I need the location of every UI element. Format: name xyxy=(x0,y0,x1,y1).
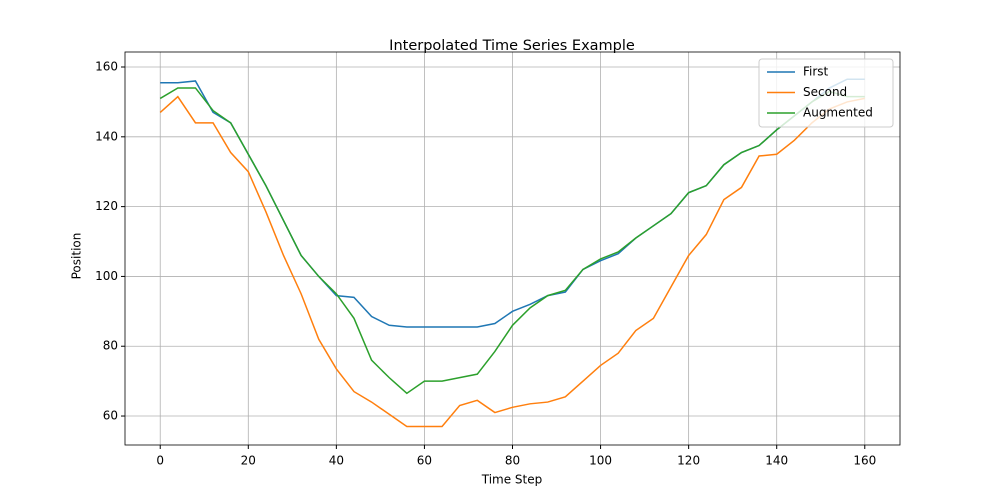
x-tick-label: 160 xyxy=(853,454,876,468)
x-axis-label: Time Step xyxy=(481,473,543,487)
series-line xyxy=(159,87,865,395)
series-line xyxy=(159,95,865,428)
legend-label: First xyxy=(803,65,829,79)
y-tick-label: 80 xyxy=(103,339,118,353)
x-tick-label: 120 xyxy=(677,454,700,468)
x-tick-label: 0 xyxy=(156,454,164,468)
x-tick-label: 100 xyxy=(589,454,612,468)
x-tick-label: 60 xyxy=(417,454,432,468)
x-tick-label: 40 xyxy=(329,454,344,468)
y-tick-label: 60 xyxy=(103,409,118,423)
chart-title: Interpolated Time Series Example xyxy=(389,38,635,54)
legend-box xyxy=(758,58,894,128)
legend-label: Second xyxy=(803,85,847,99)
y-tick-label: 120 xyxy=(95,199,118,213)
y-tick-label: 140 xyxy=(95,129,118,143)
legend-label: Augmented xyxy=(803,106,873,120)
x-tick-label: 20 xyxy=(241,454,256,468)
x-tick-label: 80 xyxy=(505,454,520,468)
plot-frame xyxy=(124,51,901,446)
x-tick-label: 140 xyxy=(765,454,788,468)
y-tick-label: 160 xyxy=(95,60,118,74)
y-tick-label: 100 xyxy=(95,269,118,283)
y-axis-label: Position xyxy=(70,233,84,280)
